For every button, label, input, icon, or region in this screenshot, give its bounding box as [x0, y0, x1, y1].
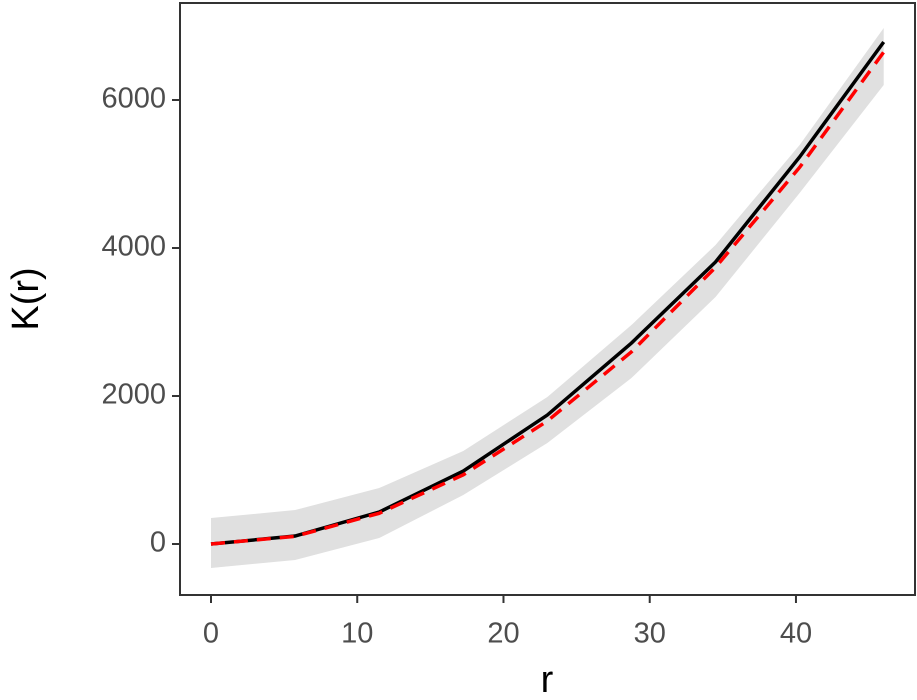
y-tick-label: 0 [150, 527, 166, 559]
x-axis-title: r [541, 659, 554, 700]
x-tick-label: 0 [203, 618, 219, 650]
panel-border [179, 2, 916, 596]
envelope-band [211, 28, 884, 568]
x-tick-label: 40 [780, 618, 812, 650]
y-tick-label: 2000 [101, 379, 166, 411]
series-line [210, 40, 886, 546]
x-tick-label: 20 [487, 618, 519, 650]
series-line [210, 51, 886, 546]
x-tick-label: 30 [634, 618, 666, 650]
y-tick-label: 4000 [101, 231, 166, 263]
x-tick-label: 10 [341, 618, 373, 650]
y-axis-title: K(r) [5, 267, 47, 330]
y-tick-label: 6000 [101, 83, 166, 115]
